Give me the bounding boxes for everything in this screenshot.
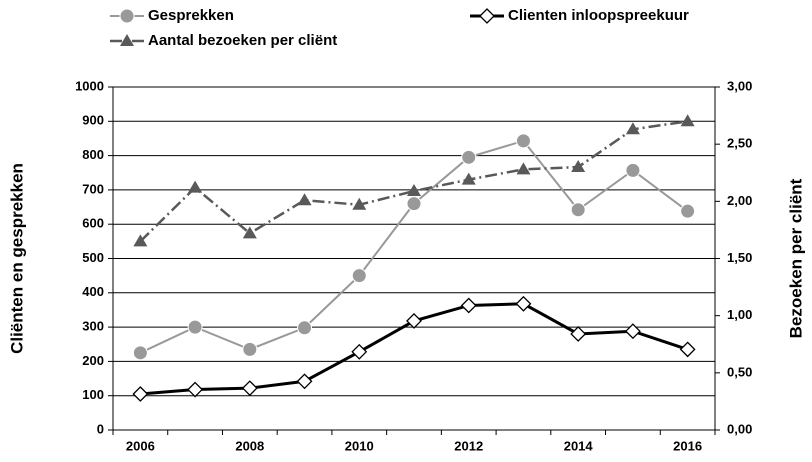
data-point [515,295,532,312]
x-tick-label: 2008 [235,438,264,453]
data-point [406,196,422,212]
legend-marker [120,34,134,46]
legend-marker [119,8,135,24]
data-point [187,381,204,398]
data-point [133,234,148,247]
data-point [570,326,587,342]
x-tick-label: 2014 [564,438,594,453]
y2-tick-label: 2,50 [727,136,752,151]
data-point [406,313,422,329]
y-tick-label: 800 [82,147,104,162]
data-point [515,133,531,149]
legend-marker [479,8,495,24]
data-point [460,297,477,314]
data-point [461,172,476,185]
data-point [407,184,421,197]
data-point [297,193,312,206]
data-point [187,319,203,335]
y2-tick-label: 1,50 [727,250,752,265]
data-point [625,122,640,135]
x-tick-label: 2006 [126,438,155,453]
legend-label: Clienten inloopspreekuur [508,7,689,24]
y-tick-label: 700 [82,181,104,196]
legend-label: Gesprekken [148,7,234,24]
data-point [624,323,641,340]
y2-tick-label: 0,50 [727,364,752,379]
y-tick-label: 100 [82,387,104,402]
x-tick-label: 2010 [345,438,374,453]
data-point [188,180,203,193]
y-tick-label: 900 [82,113,104,128]
data-point [516,162,531,175]
y-axis-title: Cliënten en gesprekken [7,163,26,354]
y-tick-label: 400 [82,284,104,299]
data-point [351,343,368,360]
y-tick-label: 1000 [75,78,104,93]
y-tick-label: 600 [82,216,104,231]
data-point [352,197,367,210]
data-point [680,203,696,219]
y2-tick-label: 1,00 [727,307,752,322]
data-point [242,226,257,239]
data-point [461,149,477,165]
y2-tick-label: 0,00 [727,421,752,436]
series-line [139,120,688,243]
data-point [680,114,695,127]
data-point [571,160,586,173]
data-point [625,162,641,178]
data-point [351,268,367,284]
y-tick-label: 200 [82,353,104,368]
legend-label: Aantal bezoeken per cliënt [148,32,337,49]
y-tick-label: 0 [97,421,104,436]
data-point [570,202,586,218]
y-tick-label: 300 [82,319,104,334]
data-point [296,373,313,390]
y2-axis-title: Bezoeken per cliënt [786,178,805,338]
y2-tick-label: 3,00 [727,78,752,93]
y-tick-label: 500 [82,250,104,265]
data-point [132,386,149,402]
y2-tick-label: 2,00 [727,193,752,208]
data-point [241,380,258,397]
x-tick-label: 2012 [454,438,483,453]
data-point [242,341,258,357]
data-point [297,320,313,336]
x-tick-label: 2016 [673,438,702,453]
data-point [679,341,696,358]
data-point [132,345,148,361]
